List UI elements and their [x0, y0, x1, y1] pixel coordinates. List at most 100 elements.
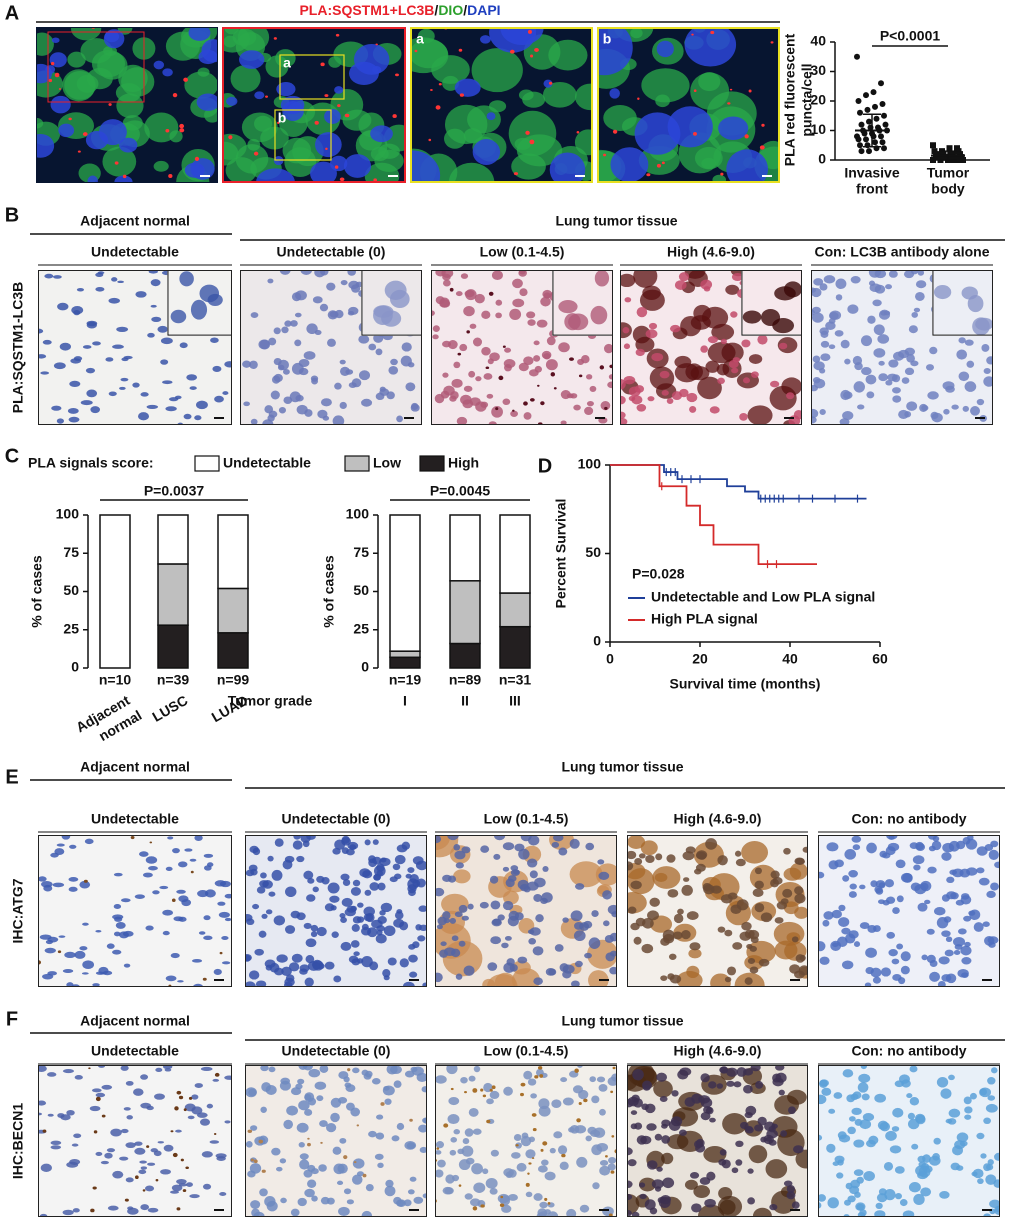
cell: [467, 903, 474, 910]
cell: [50, 95, 71, 114]
y-tick-label: 0: [71, 659, 79, 675]
panel-letter: E: [5, 766, 18, 788]
inset-cell: [558, 300, 578, 314]
cell: [667, 889, 679, 898]
cell: [925, 364, 935, 371]
cell: [396, 1122, 405, 1131]
cell: [271, 869, 283, 881]
cell: [147, 1207, 159, 1213]
cell: [822, 919, 830, 927]
cell: [647, 396, 655, 402]
cell: [641, 68, 690, 103]
cell: [879, 850, 888, 858]
cell: [530, 1093, 537, 1099]
cell: [651, 352, 664, 362]
zoom-box: [279, 54, 345, 100]
cell: [332, 415, 345, 425]
cell: [794, 906, 808, 919]
cell: [124, 1198, 129, 1202]
cell: [334, 86, 344, 94]
cell: [509, 49, 515, 54]
column-label: Undetectable (0): [282, 811, 391, 827]
cell: [435, 835, 442, 844]
cell: [449, 395, 457, 402]
cell: [274, 967, 284, 976]
cell: [73, 1133, 82, 1139]
cell: [945, 936, 953, 943]
cell: [289, 391, 301, 403]
cell: [511, 1152, 521, 1159]
cell: [68, 886, 78, 892]
cell: [454, 911, 463, 918]
cell: [743, 1084, 753, 1094]
cell: [153, 60, 165, 70]
column-label: Low (0.1-4.5): [480, 244, 565, 260]
cell: [979, 1087, 992, 1098]
cell: [666, 854, 676, 863]
y-axis-label: puncta/cell: [799, 63, 815, 136]
cell: [174, 395, 182, 400]
cell: [171, 1184, 183, 1192]
cell: [451, 378, 463, 388]
cell: [604, 343, 613, 354]
cell: [627, 1180, 633, 1189]
cell: [196, 400, 208, 410]
cell: [847, 304, 859, 314]
cell: [410, 150, 441, 183]
cell: [591, 910, 599, 917]
cell: [813, 361, 825, 371]
cell: [906, 354, 915, 363]
bar-segment: [389, 514, 421, 652]
count-label: n=39: [157, 672, 190, 688]
cell: [731, 1167, 739, 1174]
cell: [542, 1141, 548, 1146]
cell: [700, 1097, 713, 1108]
cell: [285, 886, 297, 897]
cell: [140, 1204, 149, 1211]
cell: [390, 1065, 402, 1074]
cell: [60, 1114, 71, 1121]
cell: [44, 273, 54, 279]
cell: [820, 330, 829, 338]
cell: [82, 960, 95, 970]
cell: [468, 370, 476, 378]
legend-swatch: [419, 455, 445, 472]
cell: [495, 407, 499, 411]
cell: [69, 380, 81, 387]
cell: [592, 1182, 600, 1190]
cell: [900, 951, 911, 962]
cell: [79, 946, 88, 951]
cell: [284, 925, 296, 934]
cell: [627, 1099, 634, 1108]
cell: [693, 89, 697, 93]
cell: [209, 1140, 220, 1144]
cell: [787, 1089, 807, 1105]
cell: [623, 375, 636, 385]
y-tick-label: 100: [578, 456, 602, 472]
cell: [458, 1184, 462, 1187]
cell: [159, 885, 169, 890]
cell: [661, 390, 669, 396]
cell: [851, 835, 862, 843]
cell: [603, 105, 637, 131]
cell: [447, 340, 458, 350]
cell: [347, 270, 356, 276]
cell: [178, 1183, 188, 1187]
cell: [669, 324, 681, 333]
cell: [82, 922, 89, 926]
cell: [964, 1114, 972, 1120]
cell: [383, 1085, 390, 1091]
cell: [684, 1179, 698, 1190]
cell: [560, 390, 571, 400]
cell: [518, 270, 526, 275]
cell: [646, 1123, 657, 1131]
cell: [874, 1210, 886, 1217]
cell: [576, 131, 580, 134]
cell: [512, 278, 523, 289]
cell: [609, 364, 613, 369]
y-tick-label: 75: [63, 544, 79, 560]
cell: [304, 1109, 313, 1116]
cell: [359, 868, 371, 878]
cell: [188, 27, 211, 41]
cell: [686, 392, 698, 403]
